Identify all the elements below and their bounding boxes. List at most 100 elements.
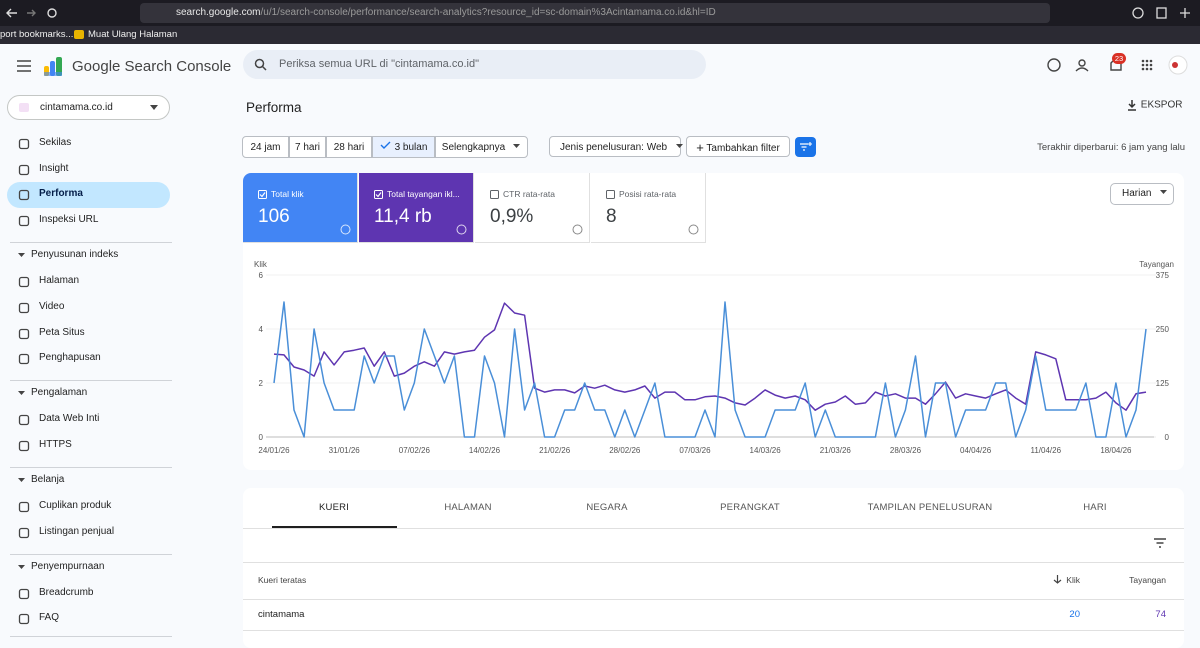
table-card: KUERI HALAMAN NEGARA PERANGKAT TAMPILAN PENE… [243,488,1184,648]
tab[interactable]: HALAMAN [444,502,492,513]
date-range-button[interactable]: 7 hari [289,136,326,158]
nav-buttons[interactable] [0,0,70,26]
column-header: Kueri teratas [258,575,306,585]
browser-toolbar: search.google.com/u/1/search-console/per… [0,0,1200,26]
icon-shape [18,190,30,201]
url-path: /u/1/search-console/performance/search-a… [260,7,716,18]
check-icon [380,141,391,149]
icon-shape [18,501,30,513]
column-header[interactable]: Klik [1053,575,1080,585]
column-header-label: Tayangan [1129,575,1166,585]
tab[interactable]: NEGARA [586,502,628,513]
menu-icon [18,190,30,201]
y2-tick-label: 250 [1156,325,1170,334]
bookmark[interactable]: Muat Ulang Halaman [88,29,178,40]
nav-item[interactable]: Breadcrumb [39,586,94,598]
nav-item[interactable]: Data Web Inti [39,413,100,425]
tab[interactable]: TAMPILAN PENELUSURAN [867,502,993,513]
date-range-label: Selengkapnya [441,142,506,153]
date-range-label: 3 bulan [394,142,428,153]
active-highlight [7,182,170,209]
help-icon [340,224,351,235]
metric-tile[interactable]: Total tayangan ikl... 11,4 rb [359,173,474,243]
header-icons[interactable] [1040,52,1200,80]
export-label: EKSPOR [1140,99,1183,111]
section-title[interactable]: Belanja [31,473,65,485]
help-circle [340,224,351,235]
nav-item[interactable]: Listingan penjual [39,525,115,537]
menu-icon [18,501,30,513]
nav-item[interactable]: Penghapusan [39,352,101,364]
nav-item[interactable]: Sekilas [39,137,72,148]
section-title[interactable]: Pengalaman [31,387,88,399]
logo [17,57,62,76]
nav-item[interactable]: FAQ [39,612,60,624]
section-title[interactable]: Penyempurnaan [31,560,105,572]
tab[interactable]: PERANGKAT [720,502,780,513]
date-range-button[interactable]: 3 bulan [372,136,435,158]
dropdown-caret [1160,190,1168,194]
x-tick-label: 28/03/26 [890,446,922,455]
tab-underline [272,526,397,528]
filter-settings-button[interactable] [795,137,816,157]
menu-icon [18,354,30,365]
browser-icons[interactable] [1125,0,1200,26]
checkbox [606,190,615,199]
table-filter-icon[interactable] [1153,537,1167,549]
caret-shape [18,253,25,258]
nav-item[interactable]: Cuplikan produk [39,499,112,511]
dropdown-caret [150,105,158,110]
add-filter-label: Tambahkan filter [706,143,780,154]
search-box[interactable]: Periksa semua URL di "cintamama.co.id" [243,50,706,79]
y-tick-label: 2 [259,379,264,388]
date-range-button[interactable]: 24 jam [242,136,289,158]
nav-item[interactable]: Video [39,300,65,312]
property-selector[interactable]: cintamama.co.id [7,95,170,120]
nav-item[interactable]: HTTPS [39,438,72,450]
checkbox [490,190,499,199]
column-header[interactable]: Tayangan [1129,575,1166,585]
nav-item[interactable]: Halaman [39,275,80,287]
icon-shape [18,415,30,426]
tab[interactable]: KUERI [318,502,350,513]
column-header-label: Kueri teratas [258,575,307,585]
metric-tile[interactable]: CTR rata-rata 0,9% [475,173,590,243]
metric-value: 106 [258,206,290,227]
menu-icon [18,302,30,313]
search-type-filter[interactable]: Jenis penelusuran: Web [549,136,683,157]
menu-icon [18,138,30,150]
nav-item[interactable]: Inspeksi URL [39,214,99,226]
bookmark[interactable]: port bookmarks... [0,29,74,40]
date-range-button[interactable]: 28 hari [326,136,372,158]
y2-axis-title: Tayangan [1139,260,1174,269]
add-filter-button[interactable]: + Tambahkan filter [686,136,790,157]
bookmark-icon [74,30,84,39]
x-tick-label: 21/03/26 [820,446,852,455]
section-title[interactable]: Penyusunan indeks [31,249,119,261]
help-circle [456,224,467,235]
metric-tile[interactable]: Posisi rata-rata 8 [591,173,706,243]
checkbox-box [374,190,383,199]
arrow-shape [1053,575,1062,584]
y2-tick-label: 125 [1156,379,1170,388]
table-cell[interactable]: cintamama [258,609,305,620]
product-name: Google Search Console [72,58,232,75]
menu-icon [18,527,30,538]
nav-item[interactable]: Insight [39,162,69,174]
search-icon [254,58,267,71]
checkbox [374,190,383,199]
granularity-select[interactable]: Harian [1110,183,1174,205]
address-bar[interactable]: search.google.com/u/1/search-console/per… [140,3,1050,23]
property-name: cintamama.co.id [40,102,113,113]
metric-tile[interactable]: Total klik 106 [243,173,358,243]
x-tick-label: 28/02/26 [609,446,641,455]
export-button[interactable]: EKSPOR [1126,99,1182,111]
date-range-button[interactable]: Selengkapnya [435,136,528,158]
divider [10,466,172,468]
nav-item[interactable]: Performa [39,188,83,200]
nav-item[interactable]: Peta Situs [39,326,85,338]
icon-shape [18,328,30,339]
tab[interactable]: HARI [1083,502,1107,513]
filter-label: Jenis penelusuran: Web [560,142,668,153]
